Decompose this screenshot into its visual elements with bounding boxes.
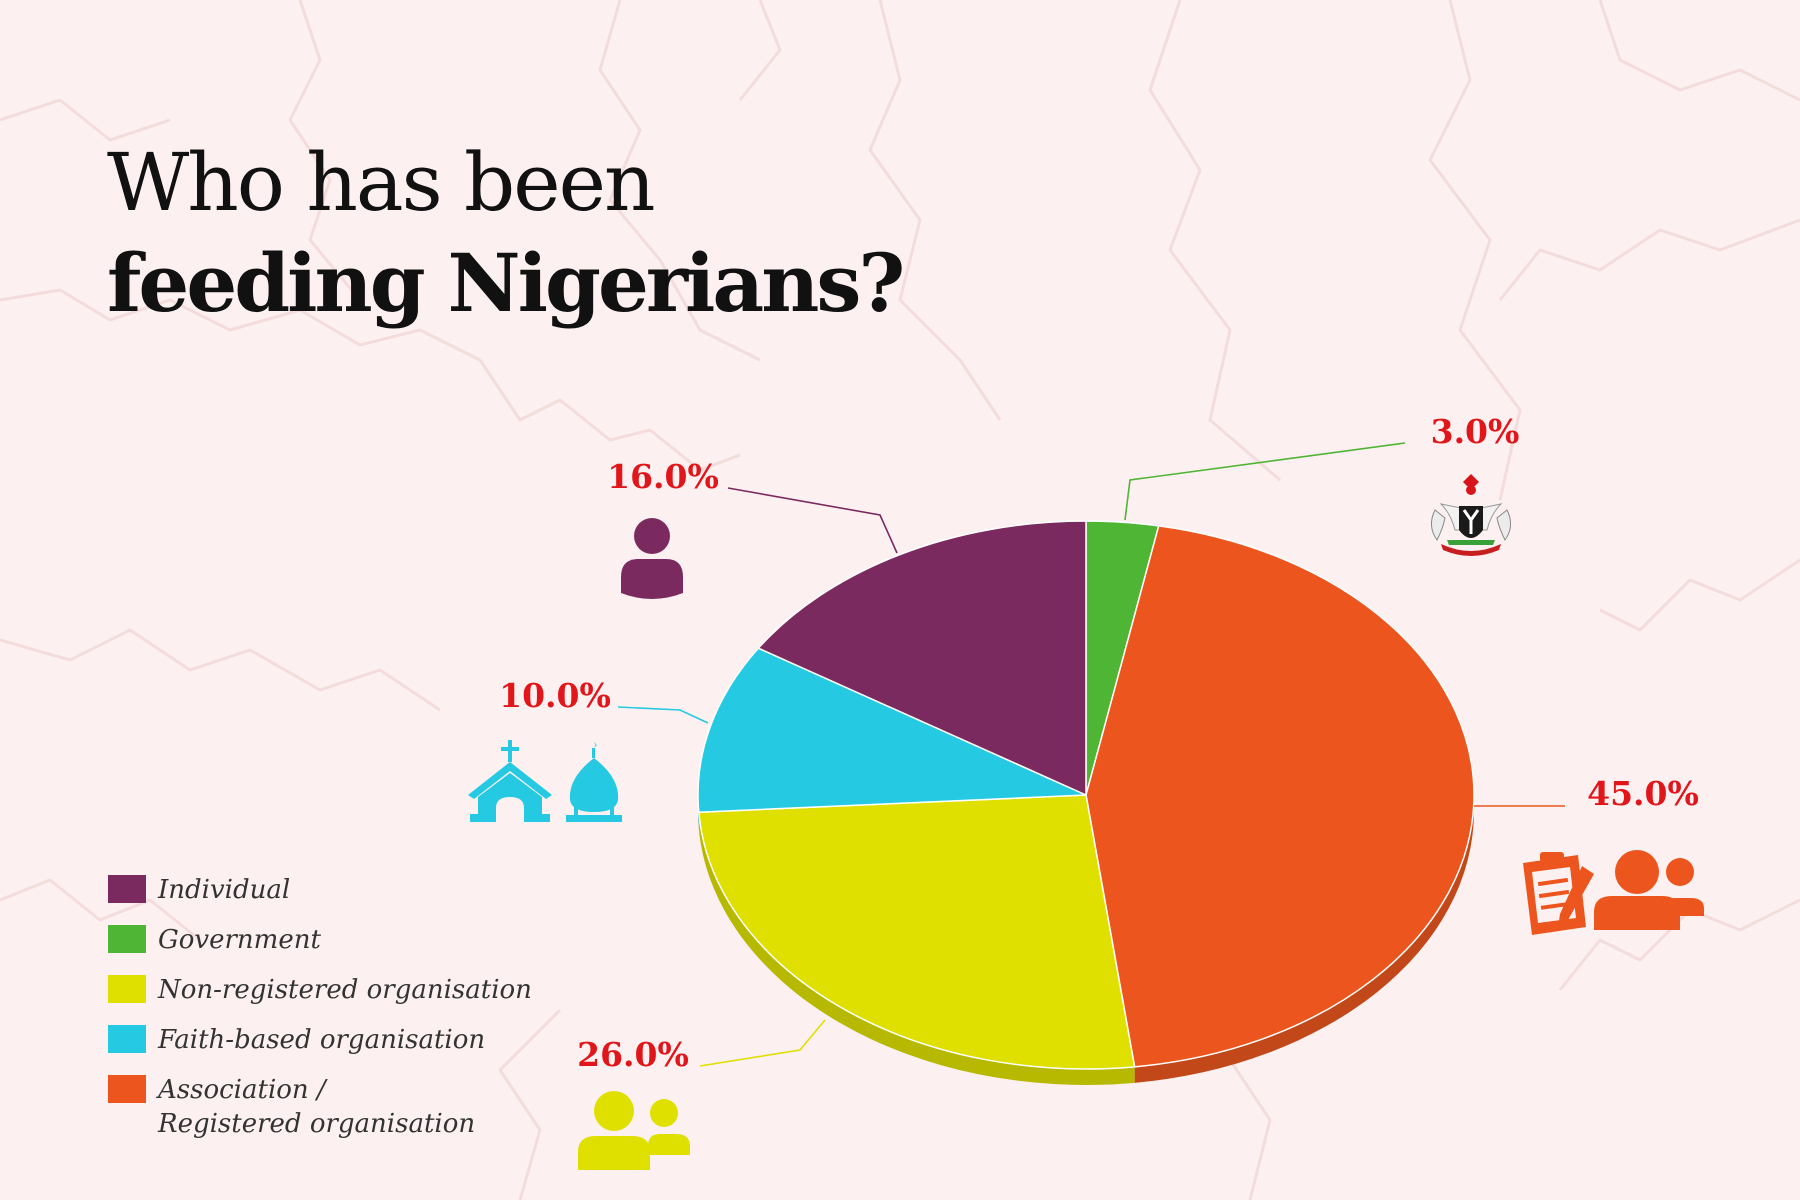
legend: Individual Government Non-registered org… [108, 873, 532, 1157]
title-line-1: Who has been [107, 136, 655, 229]
data-label-faith-based-organisation: 10.0% [499, 676, 611, 715]
pie-slice-individual [757, 520, 1087, 796]
leader-line-government [1124, 442, 1406, 521]
coat-of-arms-icon [1431, 474, 1511, 556]
legend-label: Association / Registered organisation [158, 1075, 476, 1139]
person-icon [621, 518, 683, 599]
legend-item-individual: Individual [108, 873, 532, 907]
legend-label: Faith-based organisation [158, 1025, 486, 1055]
legend-item-association: Association / Registered organisation [108, 1073, 532, 1141]
legend-label: Individual [158, 875, 291, 905]
legend-label: Government [158, 925, 321, 955]
legend-swatch [108, 1075, 146, 1103]
pie-slice-non-registered-organisation [698, 794, 1136, 1070]
legend-label: Non-registered organisation [158, 975, 532, 1005]
pie-slice-side-association-registered-organisation [1134, 795, 1474, 1083]
clipboard-and-people-icon [1523, 850, 1704, 935]
legend-swatch [108, 1025, 146, 1053]
data-label-individual: 16.0% [607, 457, 719, 496]
data-label-non-registered-organisation: 26.0% [577, 1035, 689, 1074]
legend-swatch [108, 875, 146, 903]
legend-swatch [108, 925, 146, 953]
leader-line-faith-based-organisation [617, 706, 709, 724]
legend-item-non-registered: Non-registered organisation [108, 973, 532, 1007]
data-label-government: 3.0% [1431, 412, 1520, 451]
legend-item-faith-based: Faith-based organisation [108, 1023, 532, 1057]
legend-swatch [108, 975, 146, 1003]
data-label-association-registered-organisation: 45.0% [1587, 774, 1699, 813]
leader-line-individual [727, 487, 898, 554]
pie-slice-faith-based-organisation [697, 647, 1087, 813]
church-and-mosque-icon [468, 740, 622, 822]
title-line-2: feeding Nigerians? [107, 236, 905, 330]
people-icon [578, 1091, 690, 1170]
chart-title: Who has been feeding Nigerians? [107, 135, 905, 331]
legend-item-government: Government [108, 923, 532, 957]
pie-slice-association-registered-organisation [1085, 525, 1475, 1068]
leader-line-non-registered-organisation [699, 1019, 826, 1067]
